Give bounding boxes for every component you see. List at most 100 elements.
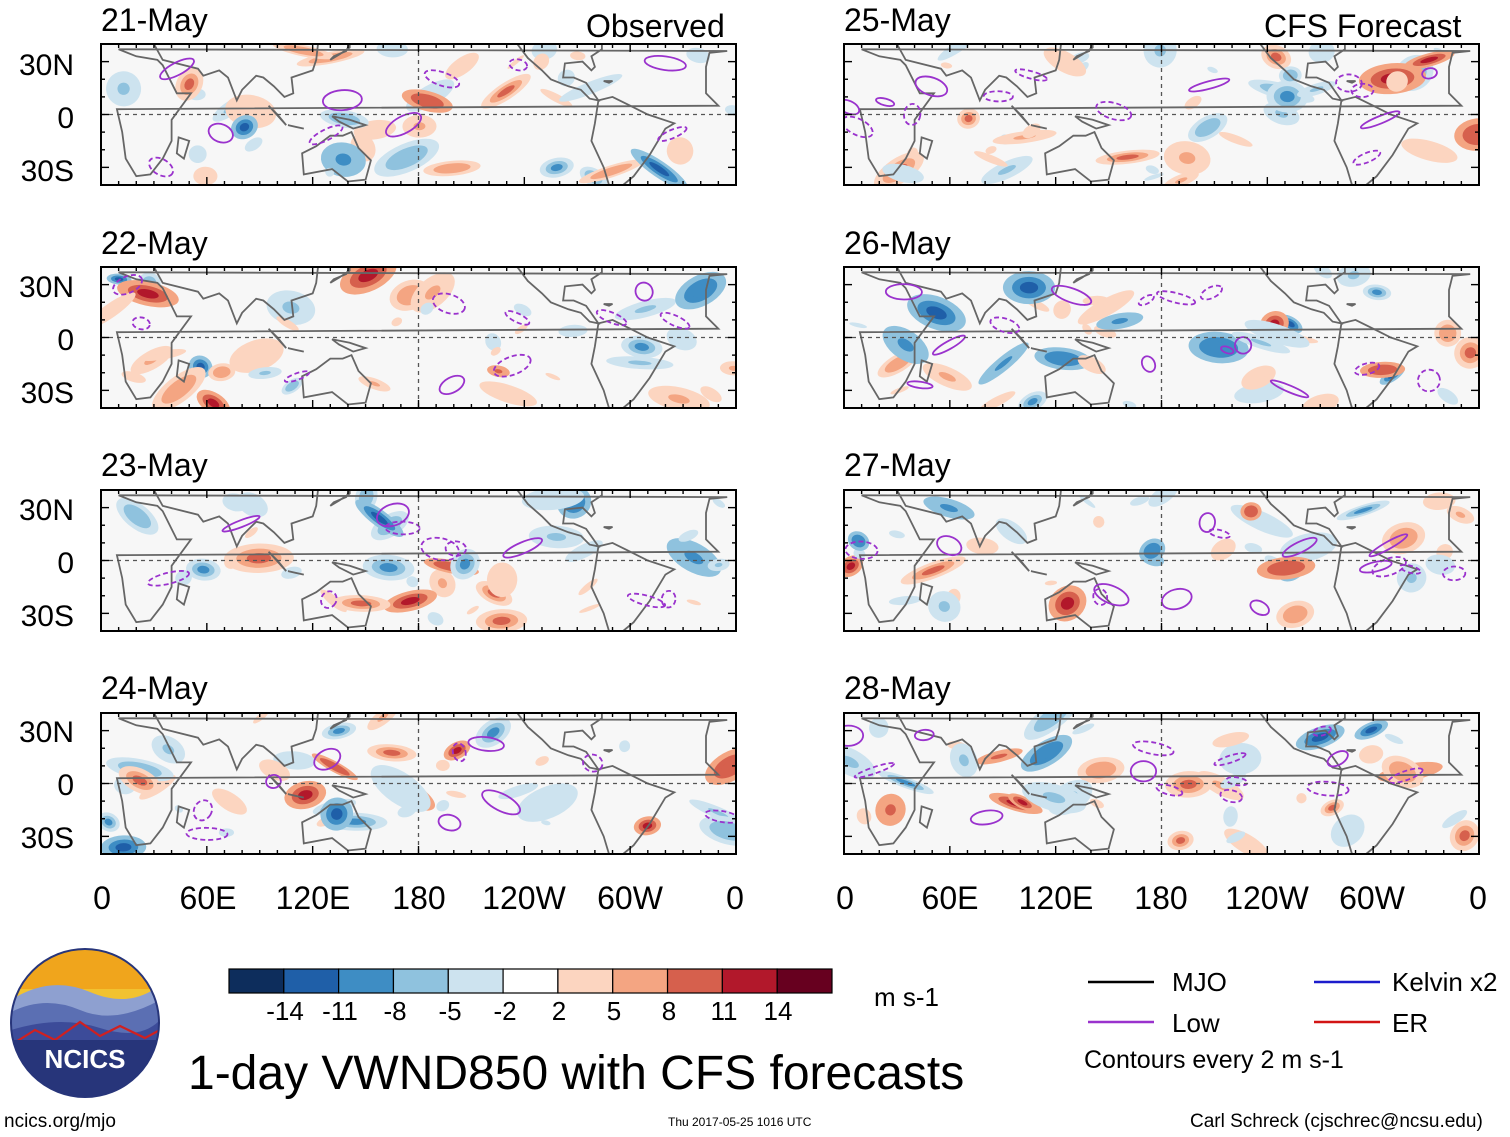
low-contour — [1132, 740, 1175, 757]
anomaly-shading — [197, 565, 210, 574]
coastline — [1074, 784, 1112, 799]
coastline — [1259, 44, 1346, 102]
low-contour — [1140, 355, 1157, 373]
coastline — [267, 774, 287, 795]
anomaly-shading — [287, 757, 302, 764]
anomaly-shading — [245, 527, 258, 539]
low-contour — [1399, 563, 1422, 575]
anomaly-shading — [1464, 347, 1477, 359]
anomaly-shading — [288, 383, 296, 390]
coastline — [1259, 713, 1346, 771]
anomaly-shading — [987, 395, 1008, 407]
anomaly-shading — [718, 825, 736, 837]
coastline — [590, 95, 677, 185]
anomaly-shading — [507, 786, 529, 796]
colorbar-segment — [283, 968, 340, 994]
coastline — [115, 48, 728, 178]
low-contour — [308, 124, 344, 146]
anomaly-shading — [959, 754, 969, 767]
anomaly-shading — [379, 563, 398, 573]
colorbar-segment — [447, 968, 504, 994]
anomaly-shading — [964, 115, 973, 123]
anomaly-shading — [1224, 736, 1238, 743]
anomaly-shading — [853, 548, 866, 559]
anomaly-shading — [1280, 90, 1295, 103]
anomaly-shading — [431, 615, 440, 623]
anomaly-shading — [536, 57, 546, 67]
anomaly-shading — [1111, 317, 1128, 325]
coastline — [152, 44, 319, 103]
anomaly-shading — [1042, 713, 1063, 725]
anomaly-shading — [363, 124, 387, 136]
anomaly-shading — [358, 268, 379, 283]
colorbar-segment — [557, 968, 614, 994]
anomaly-shading — [383, 44, 401, 54]
map-panel — [100, 489, 737, 632]
anomaly-shading — [1372, 289, 1382, 296]
low-contour — [1213, 752, 1247, 767]
coastline — [1030, 124, 1047, 130]
anomaly-shading — [579, 82, 602, 93]
anomaly-shading — [452, 58, 472, 74]
lon-tick-label: 120E — [275, 880, 351, 916]
low-contour — [657, 125, 688, 142]
anomaly-shading — [239, 122, 250, 132]
lat-tick-label: 30N — [18, 716, 74, 749]
anomaly-shading — [1052, 354, 1073, 363]
anomaly-shading — [247, 349, 267, 362]
anomaly-shading — [1443, 328, 1453, 338]
anomaly-shading — [940, 62, 953, 69]
low-contour — [913, 728, 935, 742]
low-contour — [1129, 760, 1158, 783]
low-contour — [1306, 780, 1350, 797]
anomaly-shading — [846, 562, 856, 571]
lon-tick-label: 0 — [836, 880, 854, 916]
anomaly-shading — [1430, 496, 1449, 506]
anomaly-shading — [550, 164, 563, 172]
coastline — [1074, 338, 1112, 353]
low-contour — [504, 310, 531, 326]
coastline — [1044, 799, 1115, 852]
low-contour — [1050, 284, 1093, 306]
low-contour — [582, 753, 604, 773]
anomaly-shading — [705, 389, 717, 399]
coastline — [175, 805, 191, 830]
coastline — [329, 490, 351, 507]
anomaly-shading — [921, 565, 945, 576]
low-contour — [982, 90, 1014, 103]
low-contour — [844, 724, 865, 747]
low-contour — [1353, 361, 1381, 376]
coastline — [329, 713, 351, 730]
low-contour — [906, 380, 934, 390]
anomaly-shading — [151, 351, 176, 359]
low-contour — [185, 826, 229, 841]
low-contour — [660, 589, 677, 609]
anomaly-shading — [1265, 328, 1289, 339]
panel-date: 21-May — [101, 2, 208, 38]
anomaly-shading — [395, 151, 419, 165]
anomaly-shading — [891, 168, 915, 179]
low-contour — [1093, 583, 1130, 607]
anomaly-shading — [383, 749, 401, 756]
coastline — [1044, 130, 1115, 183]
colorbar-segment — [338, 968, 395, 994]
anomaly-shading — [675, 146, 685, 156]
anomaly-shading — [940, 504, 958, 513]
colorbar-segment — [776, 968, 833, 994]
low-contour — [1335, 73, 1363, 93]
coastline — [115, 494, 728, 624]
lat-tick-label: 0 — [57, 324, 74, 357]
low-contour — [626, 592, 667, 609]
anomaly-shading — [895, 778, 916, 787]
anomaly-shading — [860, 812, 868, 821]
anomaly-shading — [1226, 135, 1245, 144]
lon-tick-label: 60E — [179, 880, 237, 916]
anomaly-shading — [990, 753, 1008, 760]
anomaly-shading — [259, 370, 271, 376]
anomaly-shading — [371, 511, 388, 525]
anomaly-shading — [246, 553, 272, 564]
coastline — [858, 717, 1471, 847]
lat-tick-label: 30S — [20, 377, 74, 410]
anomaly-shading — [1419, 146, 1440, 155]
anomaly-shading — [192, 149, 203, 159]
